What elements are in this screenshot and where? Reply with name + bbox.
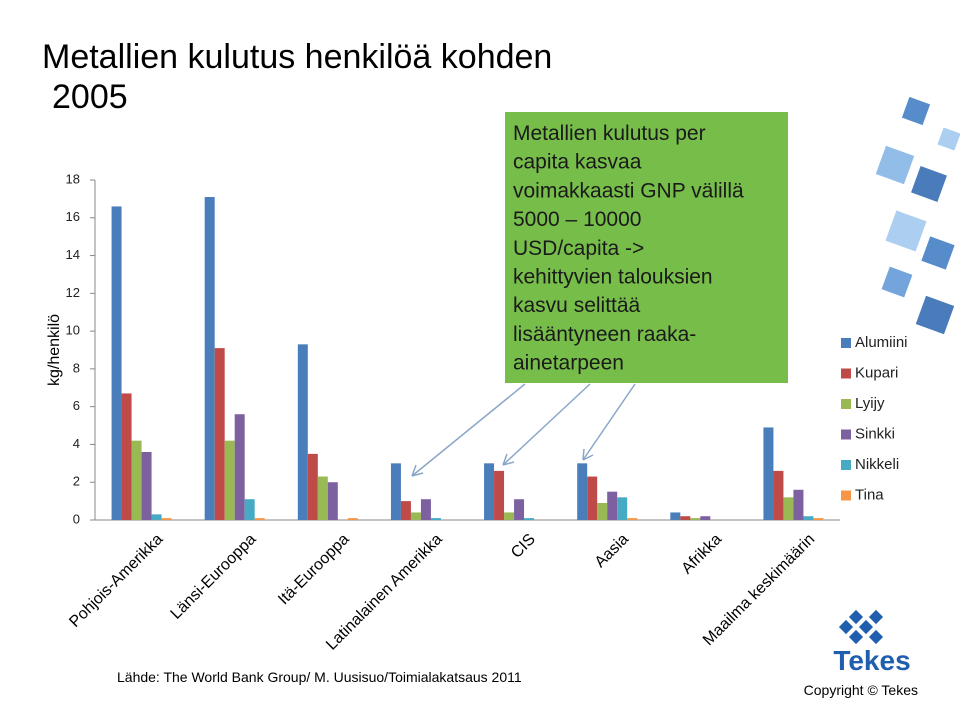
legend-label: Sinkki <box>855 425 895 442</box>
annotation-line: USD/capita -> <box>513 237 644 260</box>
bar <box>773 470 784 520</box>
x-tick-label: Länsi-Eurooppa <box>168 531 260 623</box>
bar <box>494 470 505 520</box>
legend-swatch <box>841 399 851 409</box>
bar <box>484 463 495 520</box>
y-tick-label: 14 <box>66 247 80 262</box>
legend-label: Alumiini <box>855 334 908 351</box>
y-tick-label: 8 <box>73 360 80 375</box>
annotation-line: kehittyvien talouksien <box>513 266 713 289</box>
y-tick-label: 0 <box>73 511 80 526</box>
bar <box>607 491 618 520</box>
bar <box>151 514 162 520</box>
bar <box>813 518 824 520</box>
bar <box>307 453 318 520</box>
legend-swatch <box>841 429 851 440</box>
bar <box>670 512 681 520</box>
bar <box>690 518 701 520</box>
legend-label: Nikkeli <box>855 456 899 473</box>
x-tick-label: Pohjois-Amerikka <box>66 531 166 631</box>
y-tick-label: 16 <box>66 209 80 224</box>
bar <box>400 501 411 520</box>
legend-swatch <box>841 490 851 501</box>
annotation-line: ainetarpeen <box>513 352 624 375</box>
bar <box>763 427 774 520</box>
y-tick-label: 18 <box>66 171 80 186</box>
bar <box>254 518 265 520</box>
bar <box>297 344 308 520</box>
arrows <box>411 383 636 477</box>
legend-swatch <box>841 368 851 379</box>
legend: Alumiini Kupari Lyijy Sinkki Nikkeli Tina <box>841 334 908 503</box>
bar <box>161 518 172 520</box>
legend-swatch <box>841 338 851 348</box>
x-tick-label: Afrikka <box>679 531 726 578</box>
subtitle: 2005 <box>52 78 128 116</box>
annotation-line: voimakkaasti GNP välillä <box>513 179 744 202</box>
annotation-box <box>505 112 788 383</box>
bar <box>141 452 152 520</box>
logo: Tekes <box>833 645 910 676</box>
x-tick-label: Aasia <box>592 531 632 571</box>
bar <box>131 440 142 520</box>
bar <box>680 516 691 520</box>
bar <box>234 414 245 520</box>
bar <box>317 476 328 520</box>
bar <box>420 499 431 520</box>
bar <box>514 499 525 520</box>
bar <box>577 463 588 520</box>
annotation-line: capita kasvaa <box>513 151 642 174</box>
bar <box>700 516 711 520</box>
legend-label: Kupari <box>855 364 898 381</box>
y-tick-label: 10 <box>66 323 80 338</box>
logo-mark <box>838 609 884 645</box>
bar <box>410 512 421 520</box>
annotation-line: lisääntyneen raaka- <box>513 323 696 346</box>
bar <box>803 516 814 520</box>
legend-swatch <box>841 460 851 470</box>
copyright: Copyright © Tekes <box>804 682 918 698</box>
x-tick-label: CIS <box>508 531 539 562</box>
y-tick-label: 12 <box>66 285 80 300</box>
bar <box>121 393 132 520</box>
annotation-line: Metallien kulutus per <box>513 122 706 145</box>
bar <box>244 499 255 520</box>
y-tick-label: 4 <box>73 436 80 451</box>
bar <box>597 503 608 520</box>
x-tick-label: Itä-Eurooppa <box>275 531 353 609</box>
y-axis-label: kg/henkilö <box>46 314 63 386</box>
bar <box>783 497 794 520</box>
annotation: Metallien kulutus per capita kasvaa voimak… <box>513 122 744 375</box>
legend-label: Tina <box>855 486 884 503</box>
bar <box>587 476 598 520</box>
annotation-line: kasvu selittää <box>513 294 641 317</box>
bar <box>327 482 338 520</box>
y-tick-label: 2 <box>73 474 80 489</box>
bar <box>793 489 804 520</box>
bar <box>627 518 638 520</box>
bar <box>111 206 122 520</box>
bar <box>617 497 628 520</box>
y-tick-label: 6 <box>73 398 80 413</box>
bar <box>430 518 441 520</box>
bar <box>390 463 401 520</box>
source: Lähde: The World Bank Group/ M. Uusisuo/… <box>117 669 522 685</box>
title: Metallien kulutus henkilöä kohden <box>42 38 552 76</box>
bar <box>504 512 515 520</box>
annotation-line: 5000 – 10000 <box>513 208 641 231</box>
legend-label: Lyijy <box>855 395 885 412</box>
bar <box>214 348 225 520</box>
bar <box>524 518 535 520</box>
bar <box>224 440 235 520</box>
decoration <box>875 96 960 335</box>
bar <box>204 197 215 520</box>
bar <box>347 518 358 520</box>
